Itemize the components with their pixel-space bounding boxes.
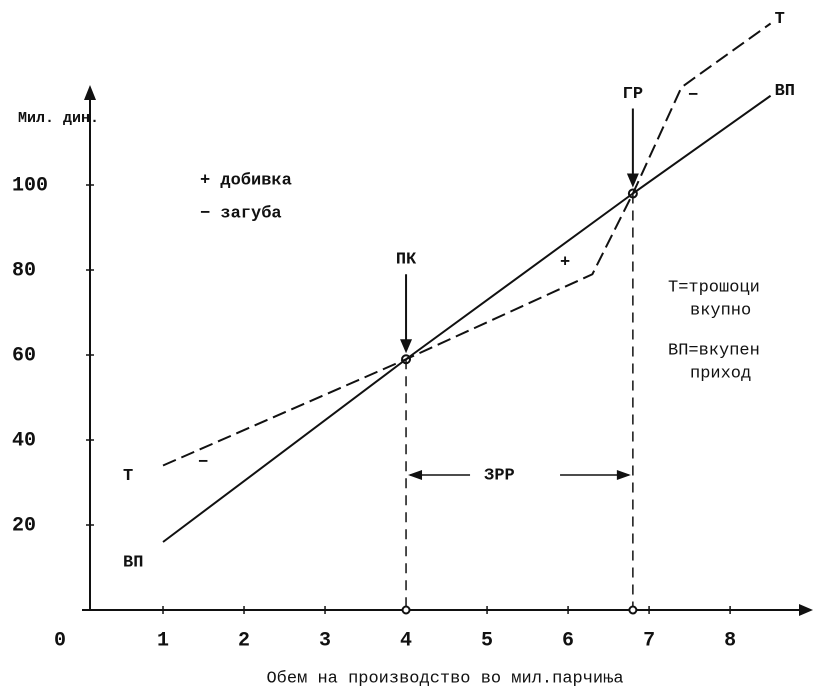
y-tick-label: 40 — [12, 429, 36, 452]
annotation: − — [198, 453, 208, 472]
y-axis-arrow — [84, 85, 96, 100]
x-tick-label: 0 — [54, 629, 66, 652]
x-tick-label: 1 — [157, 629, 169, 652]
legend-text: Т=трошоци — [668, 278, 760, 297]
legend-text: ВП=вкупен — [668, 341, 760, 360]
range-head — [616, 470, 631, 480]
annotation: − загуба — [200, 204, 282, 223]
y-tick-label: 80 — [12, 259, 36, 282]
x-tick-label: 6 — [562, 629, 574, 652]
x-tick-label: 4 — [400, 629, 412, 652]
x-tick-label: 5 — [481, 629, 493, 652]
x-tick-label: 2 — [238, 629, 250, 652]
pointer-head — [400, 339, 413, 354]
series-line — [162, 22, 772, 467]
x-tick-label: 8 — [724, 629, 736, 652]
series-label: Т — [123, 467, 133, 486]
axis-point — [401, 605, 411, 615]
annotation: + — [560, 253, 570, 272]
annotation: − — [688, 86, 698, 105]
x-axis-arrow — [799, 604, 813, 616]
pointer-head — [626, 173, 639, 188]
legend-text: вкупно — [690, 301, 751, 320]
axis-point — [628, 605, 638, 615]
legend-text: приход — [690, 364, 751, 383]
series-label: ВП — [123, 553, 143, 572]
point-label: ПК — [396, 251, 417, 270]
x-tick-label: 7 — [643, 629, 655, 652]
point — [627, 188, 638, 199]
x-axis-label: Обем на производство во мил.парчиња — [266, 669, 623, 688]
series-label: ВП — [775, 82, 795, 101]
series-line — [162, 94, 772, 543]
y-axis-label: Мил. дин. — [18, 110, 99, 127]
y-tick-label: 20 — [12, 514, 36, 537]
point-label: ГР — [623, 85, 643, 104]
x-tick-label: 3 — [319, 629, 331, 652]
y-tick-label: 60 — [12, 344, 36, 367]
point — [401, 354, 412, 365]
range-head — [408, 470, 423, 480]
annotation: + добивка — [200, 171, 292, 190]
range-label: ЗРР — [484, 466, 515, 485]
series-label: Т — [775, 10, 785, 29]
y-tick-label: 100 — [12, 174, 48, 197]
